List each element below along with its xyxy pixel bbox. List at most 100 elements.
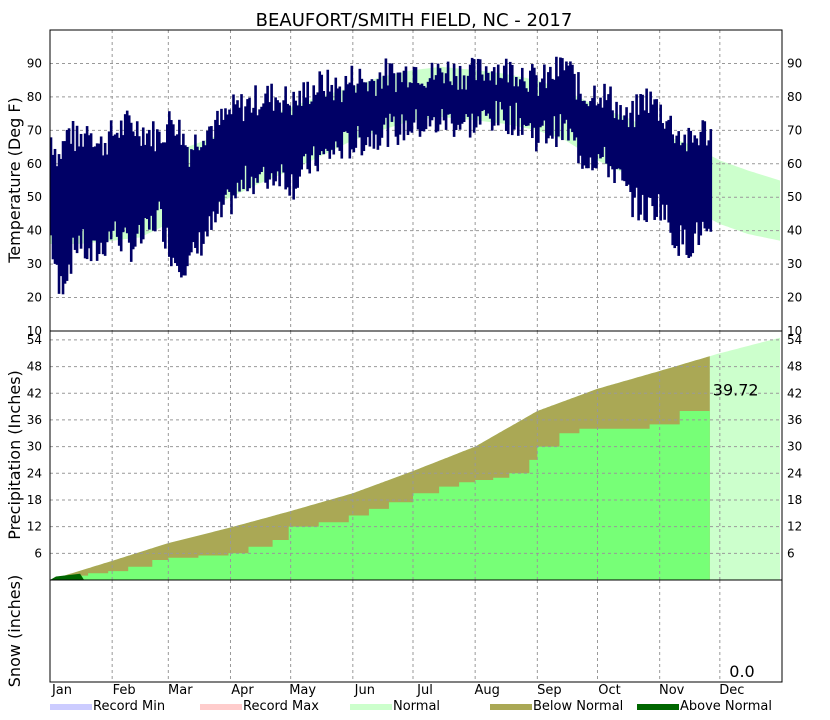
observed-temperature-bar	[549, 66, 552, 136]
observed-temperature-bar	[254, 85, 257, 179]
month-label: Sep	[537, 683, 562, 698]
precipitation-axis-label: Precipitation (Inches)	[5, 370, 24, 540]
observed-temperature-bar	[340, 102, 344, 159]
observed-temperature-bar	[514, 77, 518, 103]
observed-temperature-bar	[535, 75, 538, 152]
observed-temperature-bar	[362, 82, 366, 152]
legend-swatch	[637, 704, 679, 710]
temperature-tick-label-right: 30	[787, 257, 802, 271]
observed-temperature-bar	[615, 101, 618, 170]
observed-temperature-bar	[609, 86, 612, 167]
snow-axis-label: Snow (inches)	[5, 575, 24, 687]
observed-temperature-bar	[402, 70, 406, 141]
observed-temperature-bar	[302, 82, 305, 157]
observed-temperature-bar	[194, 134, 197, 248]
observed-temperature-bar	[143, 144, 147, 219]
observed-temperature-bar	[701, 120, 705, 222]
month-label: Feb	[113, 683, 136, 698]
observed-temperature-bar	[282, 100, 285, 173]
observed-temperature-bar	[328, 91, 332, 159]
observed-temperature-bar	[153, 151, 157, 232]
observed-temperature-bar	[388, 63, 392, 114]
temperature-tick-label-right: 50	[787, 190, 802, 204]
observed-temperature-bar	[567, 65, 570, 141]
observed-temperature-bar	[623, 115, 626, 182]
observed-temperature-bar	[545, 88, 548, 144]
observed-temperature-bar	[286, 103, 289, 188]
observed-temperature-bar	[322, 90, 326, 155]
observed-temperature-bar	[703, 121, 707, 229]
observed-temperature-bar	[629, 112, 632, 193]
observed-temperature-bar	[585, 103, 588, 169]
observed-temperature-bar	[645, 88, 648, 222]
observed-temperature-bar	[332, 100, 336, 155]
precipitation-tick-label-right: 30	[787, 440, 802, 454]
observed-temperature-bar	[141, 127, 145, 240]
observed-temperature-bar	[93, 146, 97, 241]
observed-temperature-bar	[508, 61, 512, 106]
legend: Record Min Record Max Normal Below Normal Ab…	[50, 699, 772, 714]
observed-temperature-bar	[563, 70, 566, 124]
month-label: Mar	[168, 683, 193, 698]
temperature-tick-label-left: 50	[27, 190, 42, 204]
observed-temperature-bar	[186, 146, 189, 267]
observed-temperature-bar	[450, 85, 454, 124]
observed-temperature-bar	[262, 103, 265, 167]
observed-temperature-bar	[250, 112, 253, 177]
observed-temperature-bar	[484, 66, 488, 116]
observed-temperature-bar	[119, 120, 123, 252]
observed-temperature-bar	[655, 99, 658, 217]
observed-temperature-bar	[288, 105, 291, 196]
observed-temperature-bar	[105, 154, 109, 243]
precipitation-tick-label-left: 48	[27, 360, 42, 374]
observed-temperature-bar	[482, 80, 486, 110]
observed-temperature-bar	[448, 81, 452, 114]
observed-temperature-bar	[565, 61, 568, 120]
observed-temperature-bar	[87, 135, 91, 249]
observed-temperature-bar	[603, 83, 606, 147]
precipitation-tick-label-left: 36	[27, 413, 42, 427]
observed-temperature-bar	[587, 106, 590, 169]
observed-temperature-bar	[378, 72, 382, 146]
observed-temperature-bar	[198, 150, 201, 233]
observed-temperature-bar	[129, 122, 133, 262]
observed-temperature-bar	[605, 100, 608, 164]
observed-temperature-bar	[607, 94, 610, 178]
observed-temperature-bar	[314, 94, 318, 166]
observed-temperature-bar	[222, 119, 225, 205]
observed-temperature-bar	[663, 128, 666, 220]
observed-temperature-bar	[346, 84, 350, 133]
observed-temperature-bar	[368, 81, 372, 147]
observed-temperature-bar	[117, 137, 121, 246]
legend-label: Above Normal	[680, 699, 772, 714]
observed-temperature-bar	[476, 58, 480, 117]
observed-temperature-bar	[651, 104, 654, 207]
observed-temperature-bar	[456, 89, 460, 125]
observed-temperature-bar	[494, 84, 498, 101]
observed-precipitation-area	[50, 403, 710, 580]
observed-temperature-bar	[522, 81, 526, 125]
observed-temperature-bar	[637, 114, 640, 221]
observed-temperature-bar	[246, 99, 249, 192]
observed-temperature-bar	[348, 82, 352, 159]
observed-temperature-bar	[210, 126, 213, 230]
observed-temperature-bar	[182, 133, 185, 276]
observed-temperature-bar	[539, 82, 542, 128]
observed-temperature-bar	[336, 88, 340, 148]
observed-temperature-bar	[63, 141, 67, 284]
observed-temperature-bar	[512, 86, 516, 130]
observed-temperature-bar	[500, 78, 504, 110]
observed-temperature-bar	[440, 72, 444, 110]
observed-temperature-bar	[131, 131, 135, 250]
observed-temperature-bar	[446, 61, 450, 115]
observed-temperature-bar	[366, 91, 370, 138]
observed-temperature-bar	[230, 114, 233, 215]
observed-temperature-bar	[613, 118, 616, 184]
observed-temperature-bar	[162, 142, 165, 242]
temperature-bottom-label-left: 10	[27, 324, 42, 338]
observed-temperature-bar	[420, 83, 424, 132]
observed-temperature-bar	[268, 102, 271, 180]
observed-temperature-bar	[360, 78, 364, 156]
precipitation-tick-label-right: 12	[787, 520, 802, 534]
